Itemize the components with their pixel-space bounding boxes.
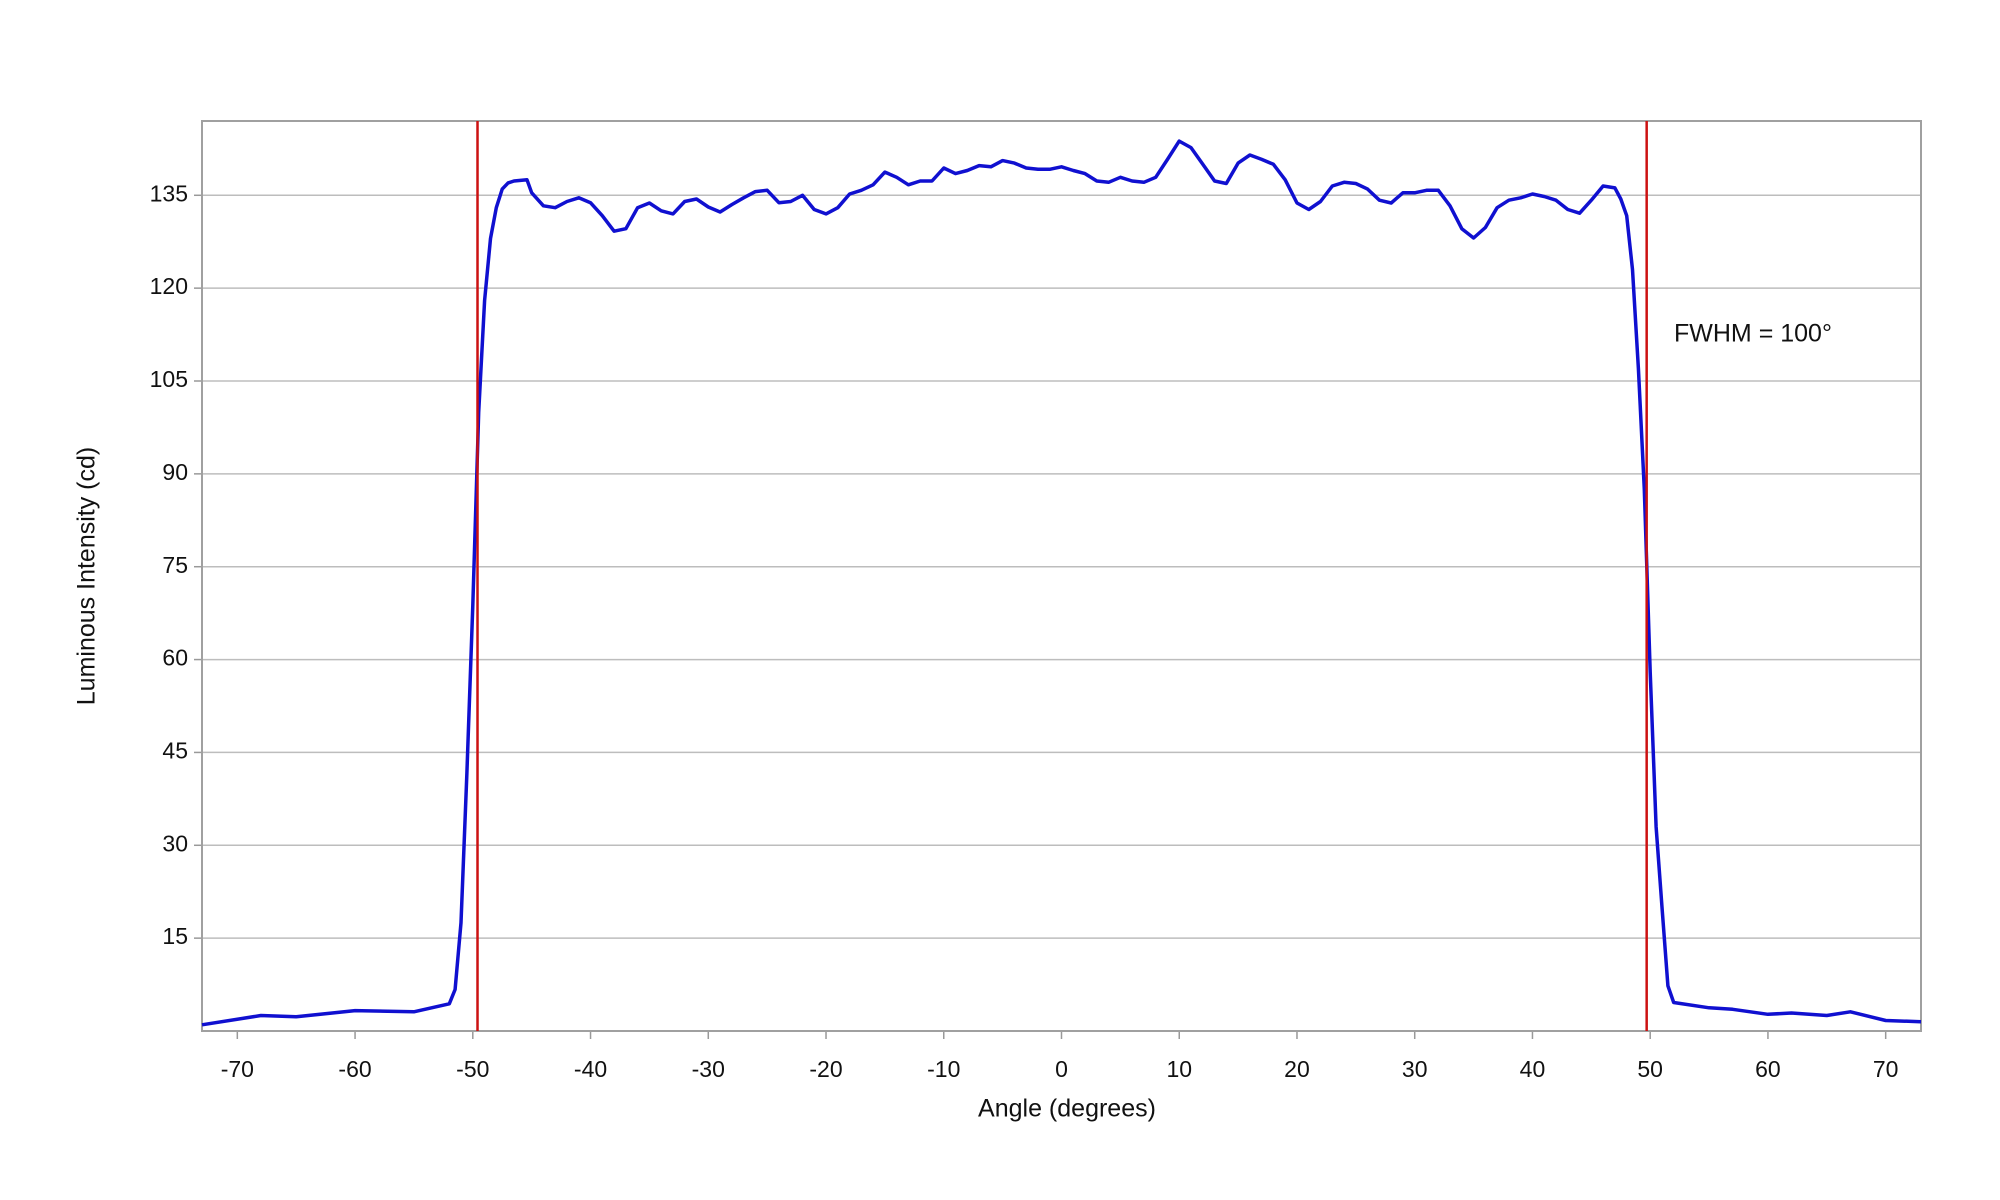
x-tick-label: 60: [1755, 1056, 1781, 1082]
x-tick-label: -20: [809, 1056, 842, 1082]
y-tick-label: 75: [162, 552, 188, 578]
y-tick-label: 15: [162, 923, 188, 949]
y-tick-label: 60: [162, 645, 188, 671]
x-tick-label: 10: [1166, 1056, 1192, 1082]
x-tick-label: 20: [1284, 1056, 1310, 1082]
y-tick-label: 90: [162, 459, 188, 485]
plot-border: [201, 120, 1922, 1032]
x-tick-label: -30: [692, 1056, 725, 1082]
x-tick-label: 30: [1402, 1056, 1428, 1082]
y-tick-label: 135: [150, 180, 188, 206]
annotation: FWHM = 100°: [1674, 320, 1832, 348]
x-tick-label: 0: [1055, 1056, 1068, 1082]
x-axis-label: Angle (degrees): [978, 1095, 1156, 1123]
y-tick-label: 30: [162, 830, 188, 856]
x-tick-label: -10: [927, 1056, 960, 1082]
x-tick-label: 70: [1873, 1056, 1899, 1082]
y-axis-label: Luminous Intensity (cd): [73, 447, 101, 705]
x-tick-label: 40: [1520, 1056, 1546, 1082]
data-line: [201, 139, 1922, 1027]
x-tick-label: -40: [574, 1056, 607, 1082]
y-tick-label: 120: [150, 273, 188, 299]
x-tick-label: -60: [338, 1056, 371, 1082]
x-tick-label: -50: [456, 1056, 489, 1082]
y-tick-label: 105: [150, 366, 188, 392]
y-tick-label: 45: [162, 738, 188, 764]
x-tick-label: 50: [1637, 1056, 1663, 1082]
x-tick-label: -70: [221, 1056, 254, 1082]
